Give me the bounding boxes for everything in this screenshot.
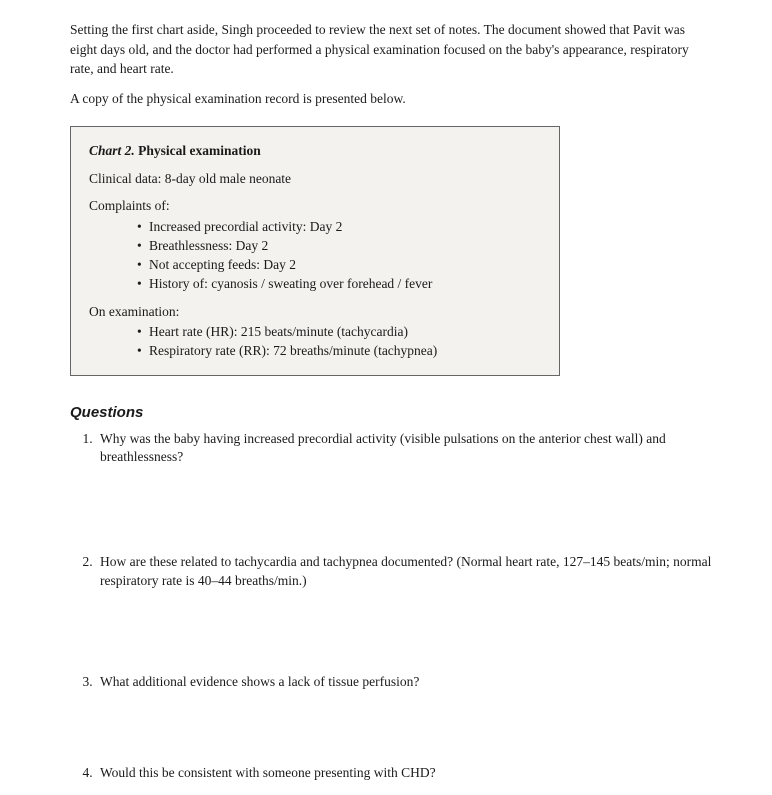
exam-list: Heart rate (HR): 215 beats/minute (tachy… (89, 323, 541, 361)
exam-item: Heart rate (HR): 215 beats/minute (tachy… (137, 323, 541, 342)
complaints-header: Complaints of: (89, 196, 541, 216)
questions-heading: Questions (70, 402, 712, 424)
chart-box: Chart 2. Physical examination Clinical d… (70, 126, 560, 376)
question-list: Why was the baby having increased precor… (70, 430, 712, 783)
question-item-1: Why was the baby having increased precor… (96, 430, 712, 468)
complaint-item: Increased precordial activity: Day 2 (137, 218, 541, 237)
complaint-item: Not accepting feeds: Day 2 (137, 256, 541, 275)
question-item-2: How are these related to tachycardia and… (96, 553, 712, 591)
chart-title: Chart 2. Physical examination (89, 141, 541, 161)
exam-header: On examination: (89, 302, 541, 322)
complaint-item: History of: cyanosis / sweating over for… (137, 275, 541, 294)
complaints-list: Increased precordial activity: Day 2 Bre… (89, 218, 541, 294)
chart-title-label: Chart 2. (89, 143, 135, 158)
question-item-4: Would this be consistent with someone pr… (96, 764, 712, 783)
intro-paragraph-2: A copy of the physical examination recor… (70, 89, 712, 109)
intro-paragraph-1: Setting the first chart aside, Singh pro… (70, 20, 712, 79)
question-item-3: What additional evidence shows a lack of… (96, 673, 712, 692)
complaint-item: Breathlessness: Day 2 (137, 237, 541, 256)
chart-title-text: Physical examination (138, 143, 261, 158)
exam-item: Respiratory rate (RR): 72 breaths/minute… (137, 342, 541, 361)
clinical-data-line: Clinical data: 8-day old male neonate (89, 169, 541, 189)
